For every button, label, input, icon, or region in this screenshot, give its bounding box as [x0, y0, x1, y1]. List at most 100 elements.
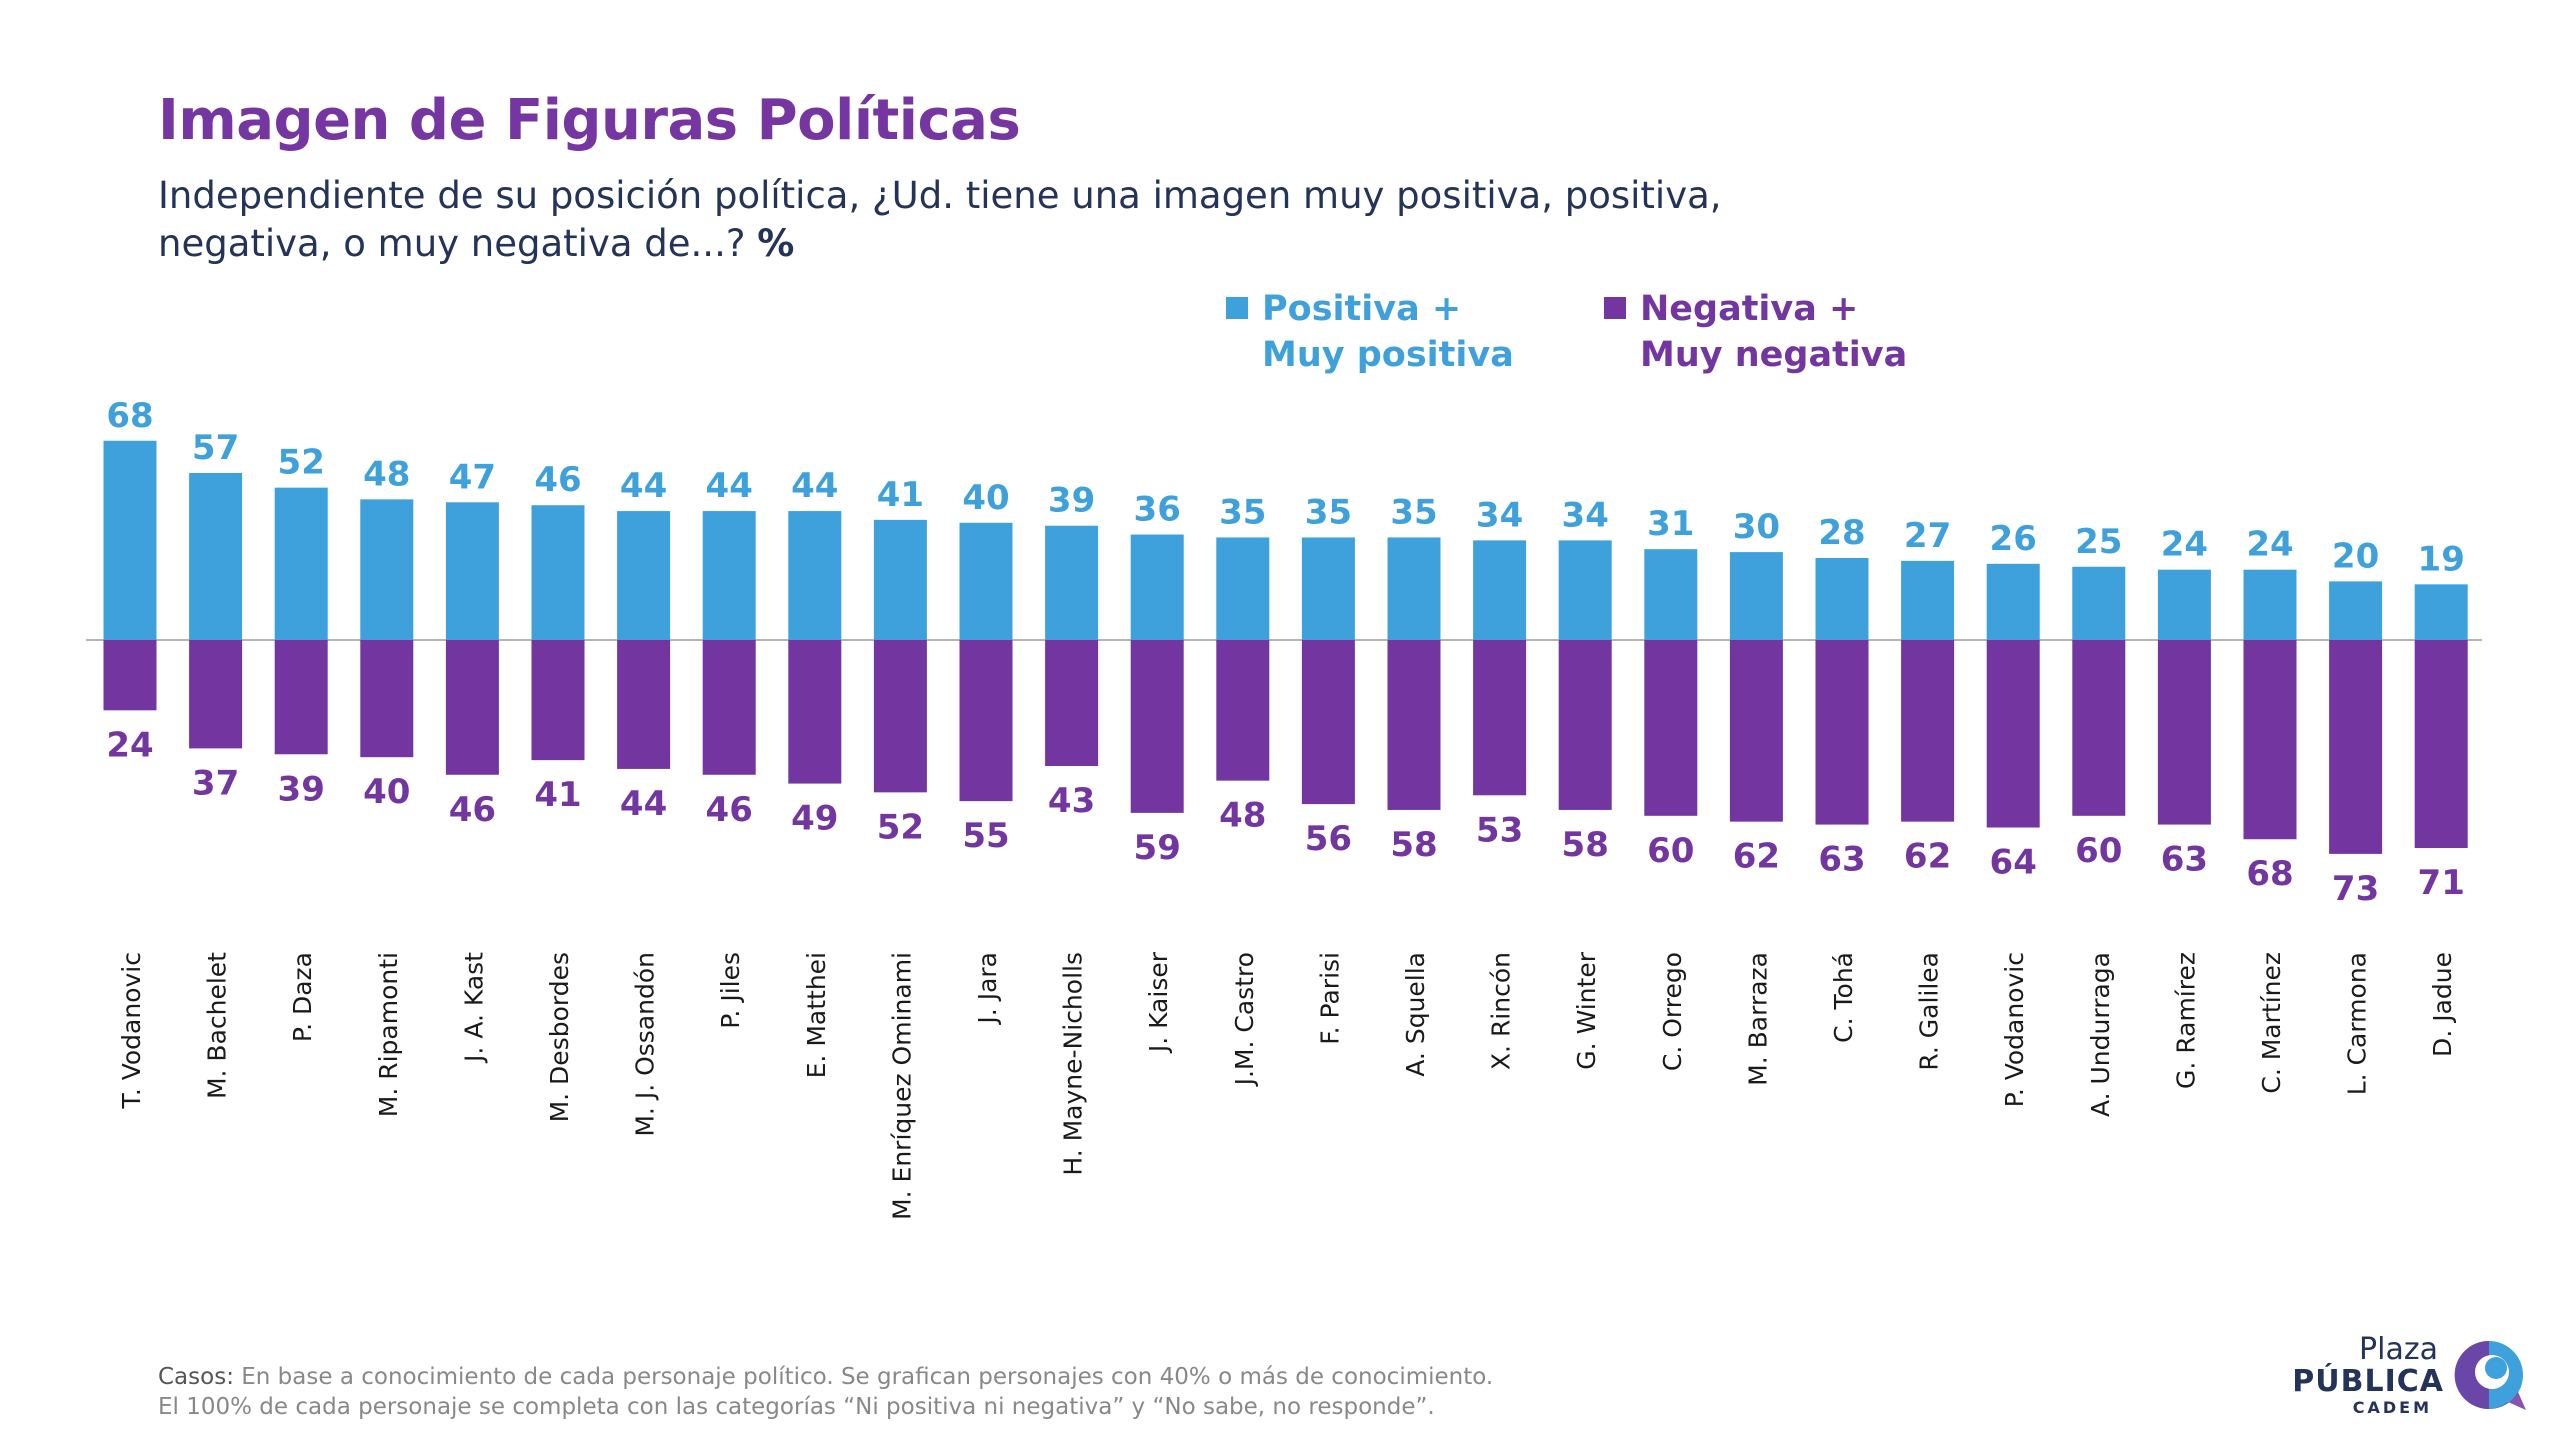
positive-bar — [1130, 534, 1184, 640]
legend-negative-label: Negativa + Muy negativa — [1640, 289, 1908, 375]
positive-bar — [445, 502, 499, 640]
positive-bar — [788, 511, 842, 640]
positive-bar — [1216, 537, 1270, 640]
logo-publica: PÚBLICA — [2292, 1364, 2444, 1399]
negative-bar — [2243, 640, 2297, 840]
category-tick-label: F. Parisi — [1315, 952, 1344, 1045]
negative-bar — [1729, 640, 1783, 822]
negative-value-label: 71 — [2418, 863, 2465, 903]
category-tick-label: P. Vodanovic — [2000, 952, 2029, 1107]
category-tick-label: H. Mayne-Nicholls — [1059, 952, 1088, 1176]
negative-bar — [1901, 640, 1955, 822]
positive-bar — [1045, 525, 1099, 640]
negative-bar — [360, 640, 414, 758]
diverging-bar-chart: 68 24 T. Vodanovic 57 37 M. Bachelet 52 39 P. Da… — [86, 396, 2482, 1220]
negative-bar — [617, 640, 671, 769]
negative-bar — [103, 640, 157, 711]
negative-bar — [1387, 640, 1441, 810]
category-tick-label: L. Carmona — [2343, 952, 2372, 1095]
positive-bar — [1558, 540, 1612, 640]
positive-value-label: 35 — [1219, 492, 1266, 532]
positive-bar — [2072, 566, 2126, 640]
positive-bar — [1729, 552, 1783, 640]
negative-value-label: 58 — [1390, 825, 1437, 865]
positive-value-label: 47 — [449, 457, 496, 497]
subtitle-question: Independiente de su posición política, ¿… — [158, 174, 1722, 265]
negative-bar — [274, 640, 328, 755]
negative-value-label: 24 — [106, 725, 153, 765]
negative-value-label: 52 — [877, 807, 924, 847]
category-tick-label: J. Jara — [973, 952, 1002, 1026]
positive-value-label: 39 — [1048, 481, 1095, 521]
positive-value-label: 24 — [2161, 525, 2208, 565]
positive-value-label: 31 — [1647, 504, 1694, 544]
positive-value-label: 40 — [962, 478, 1009, 518]
category-tick-label: T. Vodanovic — [117, 952, 146, 1109]
category-tick-label: M. Desbordes — [545, 952, 574, 1122]
positive-value-label: 30 — [1733, 507, 1780, 547]
negative-bar — [1216, 640, 1270, 781]
negative-value-label: 41 — [534, 775, 581, 815]
positive-bar — [1815, 557, 1869, 640]
negative-value-label: 62 — [1904, 837, 1951, 877]
positive-value-label: 20 — [2332, 536, 2379, 576]
negative-value-label: 46 — [449, 790, 496, 830]
positive-bar — [959, 522, 1013, 640]
positive-bar — [2243, 569, 2297, 640]
negative-value-label: 63 — [1818, 840, 1865, 880]
category-tick-label: C. Tohá — [1829, 952, 1858, 1043]
positive-value-label: 35 — [1390, 492, 1437, 532]
positive-value-label: 36 — [1134, 490, 1181, 530]
positive-value-label: 57 — [192, 428, 239, 468]
positive-value-label: 34 — [1562, 495, 1609, 535]
positive-bar — [2414, 584, 2468, 640]
category-tick-label: M. Bachelet — [203, 952, 232, 1099]
category-tick-label: R. Galilea — [1915, 952, 1944, 1071]
negative-value-label: 53 — [1476, 810, 1523, 850]
positive-bar — [1986, 563, 2040, 640]
speech-bubble-logo-icon — [2454, 1340, 2526, 1410]
negative-value-label: 44 — [620, 784, 667, 824]
negative-bar — [702, 640, 756, 775]
negative-bar — [531, 640, 585, 761]
category-tick-label: M. Barraza — [1743, 952, 1772, 1086]
positive-bar — [103, 440, 157, 640]
negative-value-label: 68 — [2246, 854, 2293, 894]
negative-bar — [1045, 640, 1099, 766]
negative-bar — [2414, 640, 2468, 849]
positive-bar — [2157, 569, 2211, 640]
negative-bar — [2072, 640, 2126, 816]
negative-bar — [2329, 640, 2383, 854]
positive-value-label: 68 — [106, 396, 153, 436]
positive-bar — [1473, 540, 1527, 640]
category-tick-label: X. Rincón — [1487, 952, 1516, 1070]
negative-bar — [1473, 640, 1527, 796]
negative-bar — [788, 640, 842, 784]
footnote-line-2: El 100% de cada personaje se completa co… — [158, 1394, 1435, 1420]
logo-cadem: CADEM — [2352, 1398, 2432, 1417]
category-tick-label: D. Jadue — [2428, 952, 2457, 1057]
positive-value-label: 28 — [1818, 513, 1865, 553]
negative-value-label: 60 — [1647, 831, 1694, 871]
negative-bar — [2157, 640, 2211, 825]
positive-value-label: 41 — [877, 475, 924, 515]
negative-bar — [1301, 640, 1355, 805]
negative-bar — [445, 640, 499, 775]
plaza-publica-cadem-logo: Plaza PÚBLICA CADEM — [2292, 1328, 2540, 1418]
footnote: Casos: En base a conocimiento de cada pe… — [158, 1362, 1493, 1422]
negative-bar — [873, 640, 927, 793]
negative-value-label: 39 — [278, 769, 325, 809]
negative-value-label: 48 — [1219, 796, 1266, 836]
negative-bar — [189, 640, 243, 749]
positive-value-label: 52 — [278, 443, 325, 483]
positive-value-label: 44 — [791, 466, 838, 506]
footnote-cases-label: Casos: — [158, 1364, 234, 1390]
positive-bar — [531, 505, 585, 640]
positive-bar — [1387, 537, 1441, 640]
negative-value-label: 58 — [1562, 825, 1609, 865]
negative-value-label: 59 — [1134, 828, 1181, 868]
category-tick-label: A. Undurraga — [2086, 952, 2115, 1117]
positive-bar — [617, 511, 671, 640]
positive-value-label: 27 — [1904, 516, 1951, 556]
negative-bar — [1644, 640, 1698, 816]
